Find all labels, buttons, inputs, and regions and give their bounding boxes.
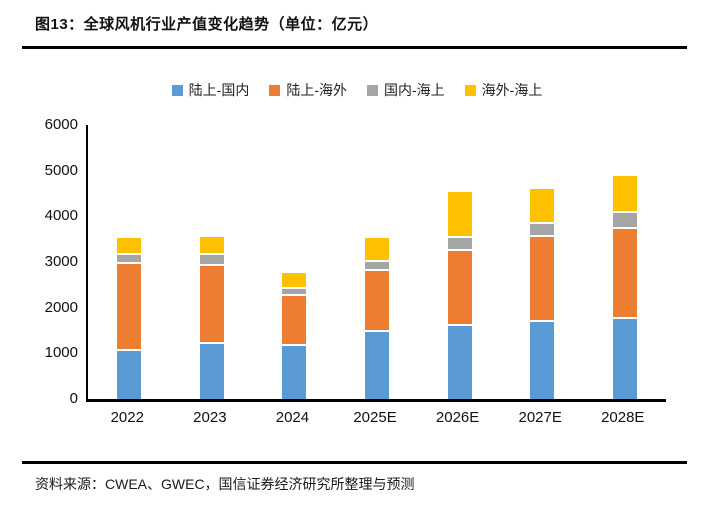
y-tick-label: 2000 xyxy=(44,298,78,316)
bar-segment xyxy=(612,319,637,399)
bar-segment xyxy=(530,223,555,238)
bar-slot xyxy=(583,125,666,399)
bar-segment xyxy=(530,322,555,399)
bar-segment xyxy=(282,346,307,399)
stacked-bar-2023 xyxy=(199,236,224,399)
bar-segment xyxy=(612,175,637,214)
stacked-bar-2022 xyxy=(117,238,142,399)
x-tick-label: 2025E xyxy=(353,409,397,426)
bar-segment xyxy=(117,254,142,265)
stacked-bar-2025e xyxy=(365,238,390,399)
bar-segment xyxy=(530,188,555,224)
x-tick-label: 2022 xyxy=(110,409,144,426)
title-divider xyxy=(22,46,687,49)
plot-area xyxy=(86,125,666,402)
x-axis-labels: 2022 2023 2024 2025E 2026E 2027E 2028E xyxy=(86,409,664,426)
bar-segment xyxy=(199,344,224,399)
bar-segment xyxy=(117,351,142,399)
bar-slot xyxy=(253,125,336,399)
bar-segment xyxy=(199,236,224,256)
bar-segment xyxy=(117,238,142,255)
x-tick-label: 2026E xyxy=(435,409,480,426)
legend-swatch-icon xyxy=(269,84,281,96)
y-tick-label: 1000 xyxy=(44,344,78,362)
bar-slot xyxy=(336,125,419,399)
stacked-bar-2027e xyxy=(530,188,555,399)
x-tick-label: 2027E xyxy=(518,409,562,426)
x-tick-label: 2028E xyxy=(601,409,645,426)
bar-segment xyxy=(530,237,555,323)
figure-title: 图13：全球风机行业产值变化趋势（单位：亿元） xyxy=(35,16,379,33)
y-axis-ticks: 0 1000 2000 3000 4000 5000 6000 xyxy=(0,0,78,510)
bar-segment xyxy=(365,238,390,262)
bar-segment xyxy=(447,238,472,252)
x-tick-label: 2024 xyxy=(275,409,310,426)
bar-segment xyxy=(447,191,472,239)
y-tick-label: 3000 xyxy=(44,253,78,270)
bar-segment xyxy=(282,288,307,297)
bar-segment xyxy=(612,213,637,230)
bar-segment xyxy=(199,255,224,266)
bar-segment xyxy=(117,264,142,352)
stacked-bar-2026e xyxy=(447,191,472,399)
bar-segment xyxy=(447,325,472,399)
stacked-bar-2024 xyxy=(282,273,307,399)
bar-segment xyxy=(447,251,472,326)
bar-slot xyxy=(501,125,584,399)
legend-item: 国内-海上 xyxy=(367,80,445,100)
bar-segment xyxy=(612,229,637,320)
legend-item: 陆上-国内 xyxy=(171,80,250,100)
legend-swatch-icon xyxy=(171,84,183,96)
bar-slot xyxy=(171,125,254,399)
legend-label: 海外-海上 xyxy=(481,82,543,98)
bar-slot xyxy=(418,125,501,399)
stacked-bar-2028e xyxy=(612,175,637,399)
legend-item: 陆上-海外 xyxy=(269,80,347,100)
bar-segment xyxy=(282,273,307,289)
source-note: 资料来源：CWEA、GWEC，国信证券经济研究所整理与预测 xyxy=(35,476,415,492)
legend-swatch-icon xyxy=(464,84,476,96)
legend-swatch-icon xyxy=(367,84,378,96)
y-tick-label: 5000 xyxy=(44,161,78,179)
chart-legend: 陆上-国内 陆上-海外 国内-海上 海外-海上 xyxy=(0,80,714,100)
bar-segment xyxy=(282,296,307,347)
legend-label: 陆上-海外 xyxy=(286,82,347,98)
y-tick-label: 0 xyxy=(69,390,78,407)
bar-segment xyxy=(199,265,224,345)
legend-item: 海外-海上 xyxy=(464,80,543,100)
y-tick-label: 6000 xyxy=(44,116,78,133)
bar-slot xyxy=(88,125,171,399)
bar-segment xyxy=(365,332,390,399)
legend-label: 国内-海上 xyxy=(384,82,445,98)
x-tick-label: 2023 xyxy=(193,409,227,426)
bar-segment xyxy=(365,261,390,271)
y-tick-label: 4000 xyxy=(44,207,78,225)
legend-label: 陆上-国内 xyxy=(188,82,250,98)
bar-segment xyxy=(365,270,390,333)
source-divider xyxy=(22,461,687,464)
